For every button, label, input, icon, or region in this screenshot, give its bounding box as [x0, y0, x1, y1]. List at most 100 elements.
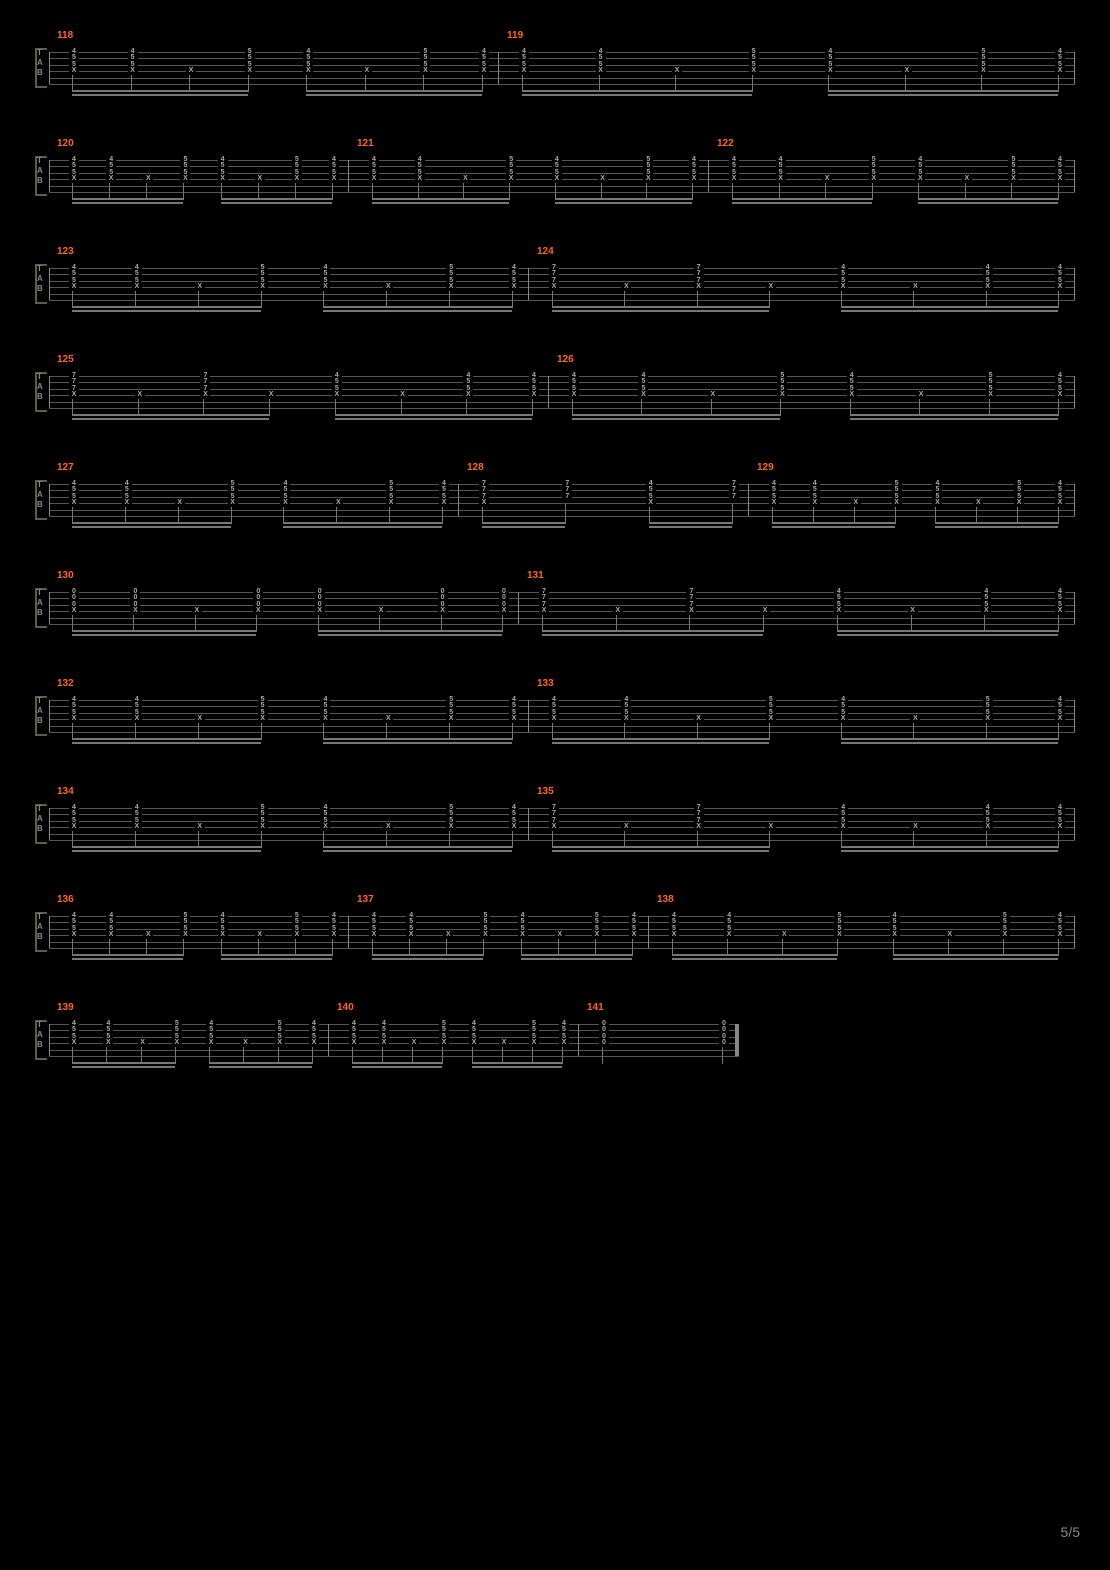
fret-number: X — [776, 175, 786, 183]
beam — [72, 198, 183, 200]
beam — [221, 958, 332, 960]
fret-number: X — [915, 175, 925, 183]
staff-line — [49, 294, 1075, 295]
beam — [335, 414, 532, 416]
fret-number: X — [749, 67, 759, 75]
fret-number: X — [69, 175, 79, 183]
staff-line — [49, 71, 1075, 72]
tab-label: TAB — [37, 804, 43, 834]
staff-line — [49, 605, 1075, 606]
fret-number: X — [910, 283, 920, 291]
measure-number: 123 — [57, 246, 74, 257]
beam — [572, 418, 780, 420]
fret-number: 0 — [719, 1039, 729, 1047]
fret-number: X — [910, 823, 920, 831]
tab-label: TAB — [37, 588, 43, 618]
beam — [472, 1066, 562, 1068]
beam — [841, 738, 1058, 740]
tab-sheet: TAB118455X455XX555X455XX555X455X119455X4… — [35, 30, 1075, 1110]
barline — [748, 484, 749, 516]
measure-number: 136 — [57, 894, 74, 905]
staff-row: TAB136455X455XX555X455XX555X455X137455X4… — [35, 894, 1075, 972]
fret-number: X — [240, 1039, 250, 1047]
beam — [555, 198, 692, 200]
fret-number: X — [106, 175, 116, 183]
staff-row: TAB134455X455XX555X455XX555X455X135777XX… — [35, 786, 1075, 864]
staff-line — [49, 713, 1075, 714]
beam — [72, 958, 183, 960]
fret-number: X — [643, 175, 653, 183]
barline — [1074, 160, 1075, 192]
fret-number: X — [529, 1039, 539, 1047]
fret-number: X — [379, 1039, 389, 1047]
staff-line — [49, 268, 1075, 269]
fret-number: X — [103, 1039, 113, 1047]
beam — [772, 526, 895, 528]
beam — [283, 526, 442, 528]
fret-number: X — [292, 931, 302, 939]
fret-number: X — [69, 391, 79, 399]
fret-number: X — [973, 499, 983, 507]
beam — [522, 90, 752, 92]
fret-number: X — [320, 823, 330, 831]
fret-number: X — [1055, 283, 1065, 291]
beam — [72, 846, 261, 848]
staff-line — [49, 929, 1075, 930]
beam — [352, 1066, 442, 1068]
fret-number: X — [446, 823, 456, 831]
beam — [323, 742, 512, 744]
barline — [49, 484, 50, 516]
fret-number: X — [694, 823, 704, 831]
fret-number: X — [135, 391, 145, 399]
barline — [648, 916, 649, 948]
fret-number: X — [1055, 499, 1065, 507]
staff-line — [49, 516, 1075, 517]
beam — [323, 310, 512, 312]
staff-line — [49, 78, 1075, 79]
staff-line — [49, 65, 1075, 66]
fret-number: X — [908, 607, 918, 615]
beam — [552, 742, 769, 744]
beam — [841, 310, 1058, 312]
barline — [1074, 592, 1075, 624]
fret-number: X — [549, 715, 559, 723]
measure-number: 127 — [57, 462, 74, 473]
measure-number: 129 — [757, 462, 774, 473]
fret-number: X — [192, 607, 202, 615]
fret-number: X — [132, 715, 142, 723]
beam — [306, 90, 482, 92]
fret-number: X — [446, 283, 456, 291]
fret-number: X — [869, 175, 879, 183]
beam — [649, 526, 732, 528]
fret-number: 0 — [599, 1039, 609, 1047]
fret-number: X — [195, 283, 205, 291]
fret-number: X — [206, 1039, 216, 1047]
fret-number: X — [592, 931, 602, 939]
fret-number: X — [69, 67, 79, 75]
fret-number: X — [1055, 175, 1065, 183]
measure-number: 128 — [467, 462, 484, 473]
fret-number: X — [834, 607, 844, 615]
beam — [472, 1062, 562, 1064]
fret-number: X — [143, 931, 153, 939]
fret-number: X — [519, 67, 529, 75]
beam — [306, 94, 482, 96]
staff-line — [49, 503, 1075, 504]
fret-number: X — [596, 67, 606, 75]
measure-number: 140 — [337, 1002, 354, 1013]
fret-number: X — [983, 823, 993, 831]
fret-number: X — [280, 499, 290, 507]
beam — [850, 414, 1058, 416]
fret-number: X — [983, 715, 993, 723]
fret-number: X — [766, 715, 776, 723]
fret-number: X — [646, 499, 656, 507]
staff-line — [49, 700, 1075, 701]
staff-line — [49, 300, 1075, 301]
fret-number: X — [1055, 823, 1065, 831]
fret-number: X — [439, 1039, 449, 1047]
beam — [372, 198, 509, 200]
barline — [1074, 52, 1075, 84]
beam — [552, 738, 769, 740]
beam — [521, 954, 632, 956]
staff-row: TAB120455X455XX555X455XX555X455X121455X4… — [35, 138, 1075, 216]
